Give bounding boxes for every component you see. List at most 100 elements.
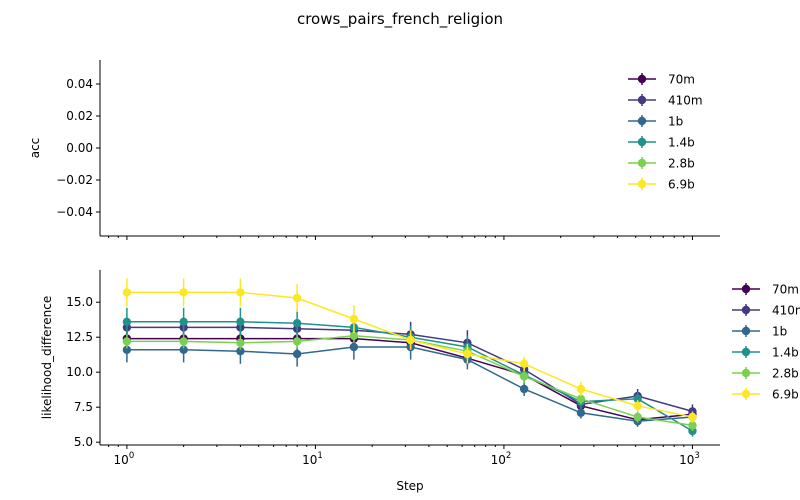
legend-marker [741,368,751,378]
legend-label: 1.4b [772,346,799,360]
legend-entry-410m: 410m [628,94,703,108]
legend-marker [741,305,751,315]
data-point [519,372,529,381]
legend-entry-1b: 1b [628,115,683,129]
data-point [292,337,302,346]
data-point [292,349,302,359]
x-tick-base: 10 [302,453,317,467]
legend-entry-6.9b: 6.9b [628,178,695,192]
data-point [688,412,697,422]
data-point [349,342,359,352]
data-point [633,394,642,403]
x-tick-label: 102 [491,451,512,467]
data-point [179,345,188,354]
legend-marker [741,389,751,399]
legend-entry-6.9b: 6.9b [732,388,799,402]
x-tick-base: 10 [491,453,506,467]
legend-label: 410m [668,94,703,108]
data-point [576,408,586,417]
data-point [406,335,415,345]
y-axis-label: likelihood_difference [40,296,54,419]
legend-label: 1b [668,115,683,129]
legend-marker [637,137,647,147]
series-line [126,346,693,422]
data-point [463,349,472,359]
data-point [236,317,245,326]
top-panel-acc: 0.04 0.02 0.00 −0.02 −0.04 acc 70m 410m 1b 1.4b 2.… [28,60,720,240]
x-tick-label: 101 [302,451,323,467]
legend-label: 410m [772,304,800,318]
data-point [292,319,302,328]
data-point [349,331,359,340]
data-point [519,359,529,368]
y-tick-label: 15.0 [66,295,93,309]
x-tick-base: 10 [114,453,129,467]
y-tick-label: 12.5 [66,330,93,344]
data-point [179,337,188,346]
legend-marker [637,116,647,126]
legend-entry-70m: 70m [732,283,799,297]
data-point [576,384,586,394]
legend-entry-2.8b: 2.8b [628,157,695,171]
series-6.9b [122,278,697,423]
data-point [179,317,188,326]
legend-label: 70m [772,283,799,297]
data-point [633,412,642,422]
y-tick-label: 7.5 [74,400,93,414]
y-tick-label: 0.04 [66,77,93,91]
series-line [126,291,693,418]
legend-marker [637,74,647,84]
data-point [179,288,188,297]
y-tick-label: −0.04 [56,205,93,219]
series-410m [122,317,697,419]
x-tick-exponent: 2 [506,451,511,461]
y-tick-label: 10.0 [66,365,93,379]
legend-label: 1b [772,325,787,339]
x-tick-exponent: 1 [317,451,322,461]
legend-entry-1.4b: 1.4b [732,346,799,360]
data-point [519,384,529,394]
legend-label: 6.9b [668,178,695,192]
data-point [688,421,697,430]
data-point [576,394,586,403]
x-axis-label: Step [396,479,423,493]
legend-label: 2.8b [668,157,695,171]
legend-marker [637,179,647,189]
legend-marker [741,347,751,357]
x-tick-base: 10 [679,453,694,467]
legend-entry-70m: 70m [628,73,695,87]
data-point [122,317,132,326]
legend-entry-2.8b: 2.8b [732,367,799,381]
data-point [122,345,132,354]
data-point [349,314,359,324]
y-tick-label: 0.02 [66,109,93,123]
legend-label: 1.4b [668,136,695,150]
data-point [236,338,245,347]
data-point [122,288,132,297]
x-tick-exponent: 3 [694,451,699,461]
data-point [236,347,245,356]
legend-marker [637,95,647,105]
y-tick-label: 0.00 [66,141,93,155]
chart-title: crows_pairs_french_religion [297,10,503,29]
legend-marker [741,326,751,336]
x-tick-label: 103 [679,451,700,467]
legend-label: 2.8b [772,367,799,381]
x-tick-exponent: 0 [129,451,134,461]
legend-marker [637,158,647,168]
legend-entry-1b: 1b [732,325,787,339]
data-point [236,288,245,297]
legend-label: 70m [668,73,695,87]
legend-label: 6.9b [772,388,799,402]
y-axis-label: acc [28,138,42,159]
data-point [122,337,132,346]
y-tick-label: 5.0 [74,435,93,449]
legend-entry-1.4b: 1.4b [628,136,695,150]
y-tick-label: −0.02 [56,173,93,187]
legend-entry-410m: 410m [732,304,800,318]
data-point [292,293,302,303]
data-point [633,401,642,410]
x-tick-label: 100 [114,451,135,467]
